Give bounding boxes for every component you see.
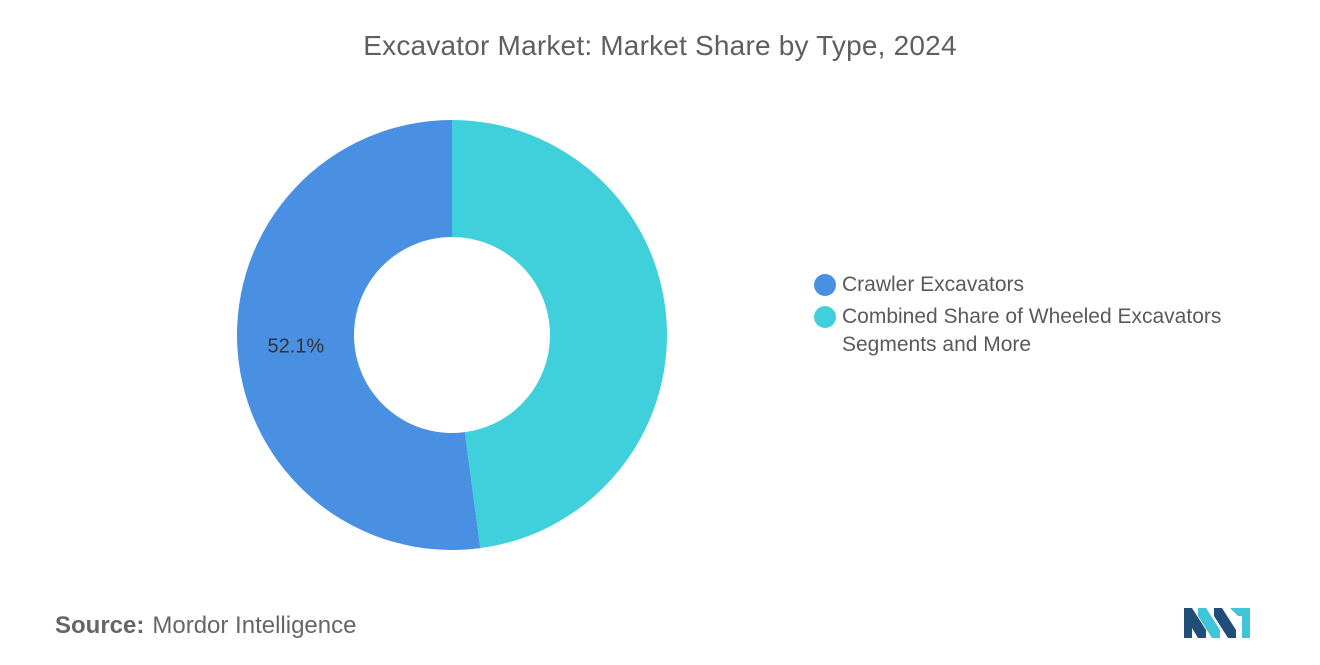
legend-label: Crawler Excavators bbox=[842, 273, 1025, 296]
legend-item-wheeled-and-more: Combined Share of Wheeled Excavators Seg… bbox=[814, 303, 1294, 359]
legend: Crawler Excavators Combined Share of Whe… bbox=[814, 271, 1294, 363]
mordor-intelligence-logo-icon bbox=[1184, 608, 1250, 638]
source-note: Source: Mordor Intelligence bbox=[55, 612, 356, 640]
legend-swatch-icon bbox=[814, 274, 836, 296]
slice-data-label: 52.1% bbox=[267, 335, 324, 357]
legend-label: Combined Share of Wheeled Excavators Seg… bbox=[842, 305, 1222, 356]
legend-swatch-icon bbox=[814, 306, 836, 328]
donut-slice-0 bbox=[237, 120, 481, 550]
chart-title: Excavator Market: Market Share by Type, … bbox=[363, 30, 957, 61]
legend-item-crawler-excavators: Crawler Excavators bbox=[814, 271, 1294, 299]
source-text: Mordor Intelligence bbox=[152, 612, 357, 639]
source-label: Source: bbox=[55, 612, 145, 639]
donut-slice-1 bbox=[452, 120, 668, 549]
